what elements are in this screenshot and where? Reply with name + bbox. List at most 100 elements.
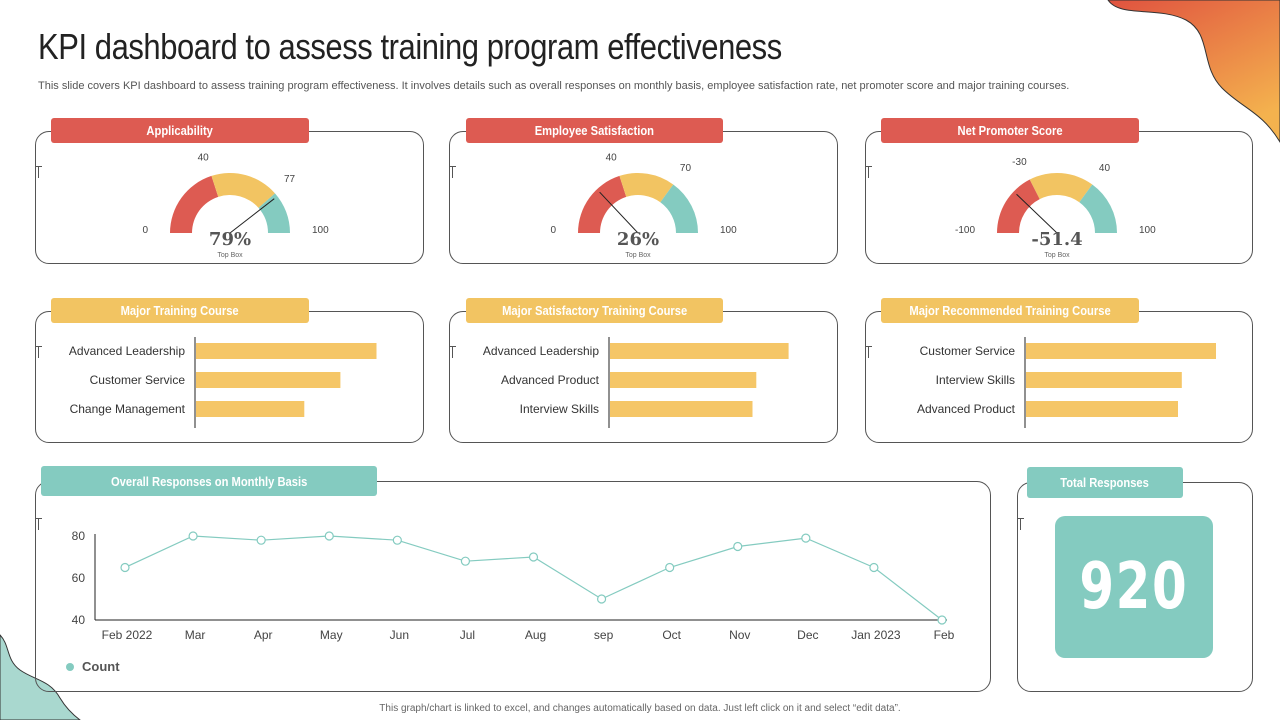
y-tick-label: 40 [72,613,86,627]
panel-tick [35,166,42,178]
data-point [256,535,266,545]
total-responses-title: Total Responses [1027,467,1183,498]
bar-category-label: Advanced Leadership [69,344,185,358]
data-point [801,533,811,543]
series-line [124,535,943,621]
monthly-responses-title: Overall Responses on Monthly Basis [41,466,377,496]
bar-category-label: Interview Skills [520,402,599,416]
gauge-needle [599,191,639,234]
net-promoter-score-gauge: -100 -30 40 100 -51.4 Top Box [955,157,1156,259]
data-point [392,535,402,545]
gauge-sub-label: Top Box [1044,252,1070,259]
bar [610,401,753,417]
x-tick-label: Jun [390,628,409,642]
y-tick-label: 80 [72,529,86,543]
bar [1026,372,1182,388]
page-subtitle: This slide covers KPI dashboard to asses… [38,80,1070,92]
monthly-responses-line-chart: 40 60 80 Feb 2022 Mar Apr May Jun Jul Aug sep Oct No… [72,529,955,642]
data-point [120,562,130,573]
x-tick-label: Dec [797,628,818,642]
legend-label: Count [82,659,120,674]
gauge-value: -51.4 [1031,229,1082,250]
gauge-max-label: 100 [720,225,737,236]
gauge-segment-high [660,184,698,233]
gauge-segment-low [578,175,627,233]
major-training-course-chart: Advanced Leadership Customer Service Chang… [69,337,377,428]
bar [196,343,377,359]
gauge-value: 26% [617,229,659,250]
net-promoter-score-title: Net Promoter Score [881,118,1139,143]
gauge-sub-label: Top Box [625,252,651,259]
gauge-segment-mid [619,173,674,203]
panel-tick [35,346,42,358]
gauge-value: 79% [209,229,251,250]
gauge-min-label: 0 [550,225,556,236]
major-satisfactory-training-course-title: Major Satisfactory Training Course [466,298,723,323]
bar-category-label: Customer Service [920,344,1016,358]
x-tick-label: Feb [934,628,955,642]
panel-tick [449,166,456,178]
x-tick-label: sep [594,628,614,642]
bar [610,343,789,359]
x-tick-label: May [320,628,343,642]
major-recommended-training-course-chart: Customer Service Interview Skills Advanced… [917,337,1216,428]
employee-satisfaction-gauge: 0 40 70 100 26% Top Box [550,153,737,259]
gauge-needle [1016,193,1058,234]
gauge-segment-high [1079,184,1117,233]
gauge-threshold-1-label: 40 [606,153,618,164]
gauge-threshold-1-label: -30 [1012,157,1027,168]
corner-decoration-top-right [1107,0,1280,143]
data-point [596,594,607,604]
data-point [665,562,675,573]
bar-category-label: Change Management [70,402,186,416]
major-training-course-title: Major Training Course [51,298,309,323]
y-tick-label: 60 [72,571,86,585]
gauge-segment-low [170,175,219,233]
data-point [460,556,471,566]
bar-category-label: Advanced Product [917,402,1016,416]
legend-marker [66,662,74,671]
gauge-needle [229,198,275,234]
panel-tick [865,346,872,358]
gauge-segment-mid [211,173,276,208]
gauge-threshold-2-label: 70 [680,163,692,174]
panel-tick [35,518,42,530]
panel-tick [865,166,872,178]
applicability-gauge: 0 40 77 100 79% Top Box [142,153,329,259]
major-satisfactory-training-course-chart: Advanced Leadership Advanced Product Inter… [483,337,789,428]
data-point [937,615,947,625]
panel-tick [449,346,456,358]
x-tick-label: Feb 2022 [102,628,153,642]
gauge-threshold-2-label: 77 [284,174,296,185]
gauge-min-label: -100 [955,225,975,236]
panel-tick [1017,518,1024,530]
bar [196,372,341,388]
gauge-min-label: 0 [142,225,148,236]
x-tick-label: Jan 2023 [851,628,901,642]
bar [610,372,757,388]
gauge-segment-low [997,179,1040,233]
bar-category-label: Advanced Leadership [483,344,599,358]
page-title: KPI dashboard to assess training program… [38,26,782,67]
gauge-segment-high [258,193,290,233]
gauge-max-label: 100 [1139,225,1156,236]
x-tick-label: Mar [185,628,206,642]
data-point [733,541,743,552]
bar-category-label: Interview Skills [936,373,1015,387]
applicability-title: Applicability [51,118,309,143]
employee-satisfaction-title: Employee Satisfaction [466,118,723,143]
x-tick-label: Nov [729,628,750,642]
x-tick-label: Oct [662,628,681,642]
data-point [528,552,539,562]
x-tick-label: Aug [525,628,546,642]
bar [196,401,305,417]
x-tick-label: Jul [460,628,475,642]
total-responses-value: 920 [1079,550,1189,624]
gauge-segment-mid [1029,173,1093,203]
bar-category-label: Customer Service [90,373,186,387]
bar [1026,343,1216,359]
monthly-responses-panel [35,481,991,692]
gauge-max-label: 100 [312,225,329,236]
gauge-threshold-1-label: 40 [198,153,210,164]
footer-note: This graph/chart is linked to excel, and… [379,703,901,714]
